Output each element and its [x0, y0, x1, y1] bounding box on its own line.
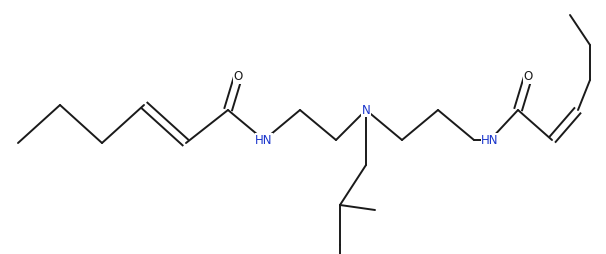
- Text: N: N: [362, 103, 370, 117]
- Text: O: O: [233, 71, 242, 84]
- Text: O: O: [524, 71, 533, 84]
- Text: HN: HN: [255, 134, 273, 147]
- Text: HN: HN: [481, 134, 499, 147]
